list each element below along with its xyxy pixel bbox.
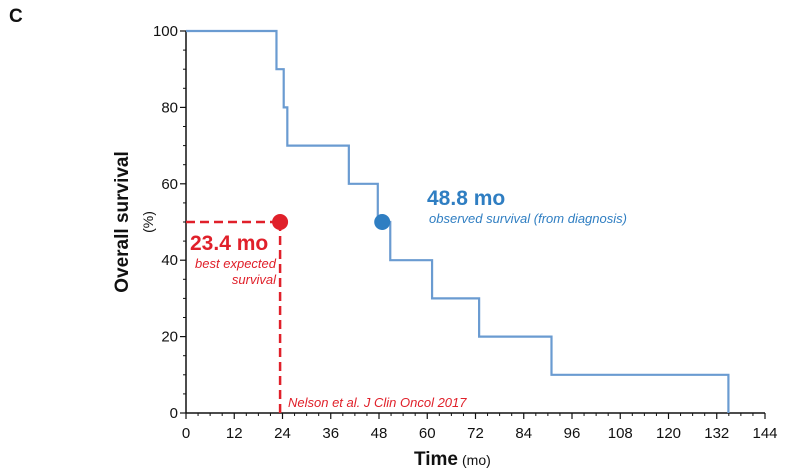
reference-citation: Nelson et al. J Clin Oncol 2017 xyxy=(288,395,467,410)
y-tick-label: 80 xyxy=(161,99,178,116)
y-axis-title: Overall survival xyxy=(112,151,133,293)
x-tick-label: 84 xyxy=(515,425,532,442)
x-axis-unit: (mo) xyxy=(462,452,491,468)
observed-description: observed survival (from diagnosis) xyxy=(429,211,627,226)
x-tick-label: 12 xyxy=(226,425,243,442)
y-tick-label: 40 xyxy=(161,252,178,269)
x-tick-label: 24 xyxy=(274,425,291,442)
y-axis-unit: (%) xyxy=(140,211,156,233)
y-tick-label: 0 xyxy=(170,405,178,422)
x-tick-label: 108 xyxy=(608,425,633,442)
x-tick-label: 48 xyxy=(371,425,388,442)
x-tick-label: 0 xyxy=(182,425,190,442)
observed-survival-marker xyxy=(374,214,391,230)
y-tick-label: 60 xyxy=(161,176,178,193)
x-tick-label: 144 xyxy=(752,425,777,442)
x-tick-label: 60 xyxy=(419,425,436,442)
panel-label: C xyxy=(9,6,23,27)
x-tick-label: 132 xyxy=(704,425,729,442)
expected-survival-marker xyxy=(272,214,289,230)
plot-area xyxy=(186,29,730,413)
expected-value-label: 23.4 mo xyxy=(190,232,268,255)
x-tick-label: 96 xyxy=(564,425,581,442)
x-tick-label: 36 xyxy=(322,425,339,442)
x-tick-label: 120 xyxy=(656,425,681,442)
tick-group: 0 12 24 36 48 60 72 84 96 108 120 132 144 0 20 40 60 80 10… xyxy=(153,23,778,442)
observed-value-label: 48.8 mo xyxy=(427,187,505,210)
x-axis-title: Time xyxy=(414,449,458,470)
y-tick-label: 20 xyxy=(161,329,178,346)
expected-description-line2: survival xyxy=(232,272,277,287)
x-tick-label: 72 xyxy=(467,425,484,442)
y-tick-label: 100 xyxy=(153,23,178,40)
expected-description-line1: best expected xyxy=(195,256,277,271)
